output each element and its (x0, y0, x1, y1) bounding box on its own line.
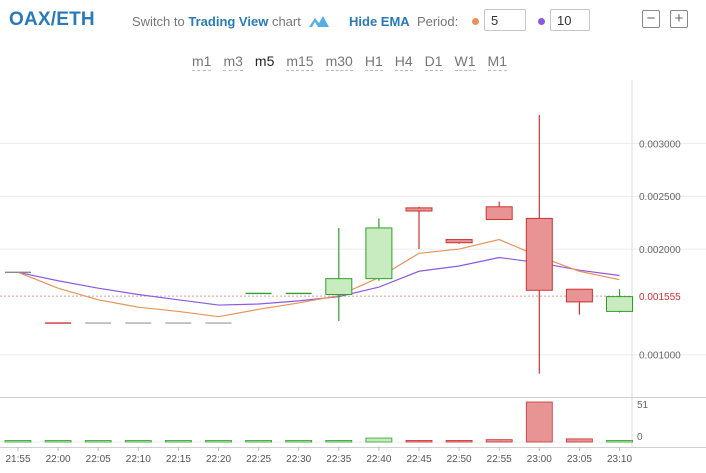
volume-tick-label: 0 (637, 432, 643, 443)
x-tick-label: 22:05 (86, 454, 111, 465)
candle-2240 (365, 218, 393, 281)
y-tick-label: 0.003000 (639, 139, 681, 150)
volume-bar (164, 440, 192, 443)
volume-bar (606, 440, 633, 443)
candle-2255 (485, 201, 513, 220)
ema-period-short-input[interactable] (484, 9, 526, 31)
x-tick-label: 22:40 (366, 454, 391, 465)
timeframe-h1[interactable]: H1 (364, 53, 383, 71)
zoom-out-button[interactable]: − (642, 10, 660, 28)
y-tick-label: 0.001000 (639, 351, 681, 362)
candle-body (405, 207, 433, 212)
volume-bar (205, 440, 232, 443)
x-tick-label: 22:55 (487, 454, 512, 465)
volume-bar (245, 440, 273, 443)
trading-view-icon[interactable] (308, 14, 330, 31)
x-tick-label: 23:10 (607, 454, 632, 465)
switch-prefix: Switch to (132, 14, 185, 29)
period-label: Period: (417, 14, 459, 29)
timeframe-m1[interactable]: M1 (487, 53, 507, 71)
volume-bar (4, 440, 32, 443)
volume-bar (285, 440, 313, 443)
candle-body (525, 217, 553, 291)
x-tick-label: 23:00 (527, 454, 552, 465)
candle-2245 (405, 206, 433, 250)
x-tick-label: 22:20 (206, 454, 231, 465)
ema-period-long-input[interactable] (550, 9, 590, 31)
volume-bar (124, 440, 152, 443)
candle-body (606, 296, 633, 312)
timeframe-w1[interactable]: W1 (454, 53, 476, 71)
x-tick-label: 23:05 (567, 454, 592, 465)
volume-bar (566, 438, 593, 443)
candle-body (325, 278, 353, 296)
zoom-in-button[interactable]: + (670, 10, 688, 28)
candle-body (365, 227, 393, 280)
volume-bar (485, 439, 513, 443)
switch-chart-link[interactable]: Switch to Trading View chart (132, 14, 330, 31)
hide-ema-button[interactable]: Hide EMA (349, 14, 410, 29)
candle-body (565, 288, 593, 303)
candle-body (485, 206, 513, 220)
volume-bar (525, 401, 553, 443)
volume-bar (445, 440, 473, 443)
timeframe-m1[interactable]: m1 (192, 53, 212, 71)
x-tick-label: 22:15 (166, 454, 191, 465)
volume-bar (84, 440, 112, 443)
x-tick-label: 22:50 (447, 454, 472, 465)
volume-bar (365, 437, 393, 443)
timeframe-m30[interactable]: m30 (325, 53, 353, 71)
volume-bar (44, 440, 72, 443)
x-tick-label: 22:25 (246, 454, 271, 465)
timeframe-m15[interactable]: m15 (286, 53, 314, 71)
x-tick-label: 22:35 (326, 454, 351, 465)
y-tick-label: 0.002500 (639, 192, 681, 203)
timeframe-h4[interactable]: H4 (394, 53, 413, 71)
timeframe-m3[interactable]: m3 (223, 53, 243, 71)
x-tick-label: 22:30 (286, 454, 311, 465)
chart-header: OAX/ETH Switch to Trading View chart Hid… (0, 0, 706, 44)
timeframe-m5[interactable]: m5 (254, 53, 275, 69)
candle-2235 (325, 227, 353, 321)
x-tick-label: 21:55 (5, 454, 30, 465)
pair-title: OAX/ETH (9, 9, 95, 30)
candle-2310 (606, 289, 633, 313)
trading-view-label[interactable]: Trading View (188, 14, 269, 29)
timeframe-d1[interactable]: D1 (424, 53, 443, 71)
timeframe-selector: m1 m3 m5 m15 m30 H1 H4 D1 W1 M1 (192, 53, 519, 71)
x-tick-label: 22:00 (46, 454, 71, 465)
candle-body (445, 239, 473, 244)
ema-short-color-dot (472, 18, 479, 25)
candle-2300 (525, 114, 553, 374)
volume-tick-label: 51 (637, 400, 649, 411)
candle-2250 (445, 239, 473, 244)
ema-short-line (17, 238, 620, 318)
switch-suffix: chart (271, 14, 301, 29)
volume-bar (325, 440, 353, 443)
candle-2305 (565, 288, 593, 315)
x-tick-label: 22:45 (406, 454, 431, 465)
volume-bar (405, 440, 433, 443)
ema-long-color-dot (538, 18, 545, 25)
last-price-label: 0.001555 (639, 292, 681, 303)
y-tick-label: 0.002000 (639, 245, 681, 256)
x-tick-label: 22:10 (126, 454, 151, 465)
